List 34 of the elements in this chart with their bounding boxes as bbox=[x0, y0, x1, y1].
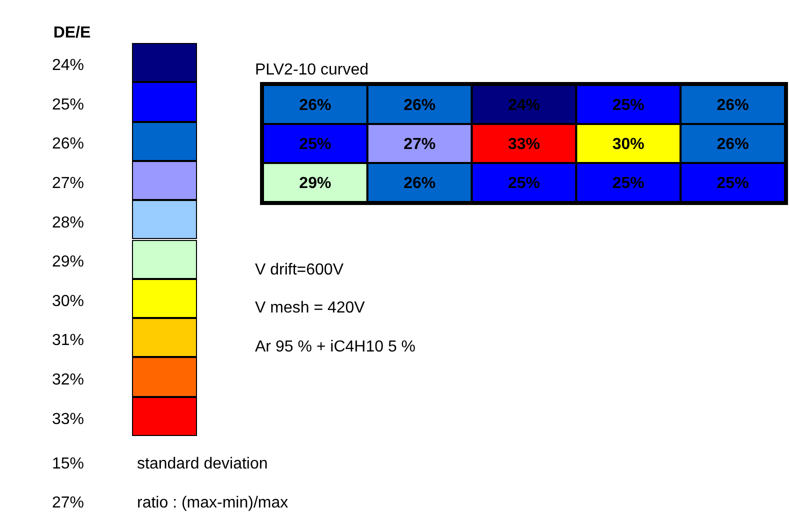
text: V drift=600V bbox=[255, 261, 344, 278]
text: Ar 95 % + iC4H10 5 % bbox=[255, 338, 416, 356]
data-label: 33% bbox=[508, 136, 540, 153]
data-label: 25% bbox=[299, 136, 332, 153]
data-label: 26% bbox=[404, 96, 436, 114]
data-label: 27% bbox=[404, 136, 436, 153]
color-bar-label: 30% bbox=[52, 292, 84, 310]
color-bar-label: 26% bbox=[52, 136, 84, 153]
data-label: 25% bbox=[612, 96, 644, 114]
data-label: 24% bbox=[508, 96, 540, 114]
color-bar-label: 29% bbox=[52, 254, 84, 271]
color-bar-title: DE/E bbox=[53, 24, 91, 42]
text: standard deviation bbox=[137, 455, 268, 472]
text: 27% bbox=[52, 494, 84, 512]
color-bar-label: 24% bbox=[52, 57, 84, 74]
data-label: 26% bbox=[404, 174, 436, 192]
color-bar-label: 31% bbox=[52, 332, 84, 350]
data-label: 29% bbox=[299, 174, 332, 192]
data-label: 26% bbox=[716, 96, 749, 114]
data-label: 25% bbox=[612, 174, 644, 192]
text: 15% bbox=[52, 455, 84, 472]
color-bar-label: 27% bbox=[52, 174, 84, 192]
data-label: 25% bbox=[716, 174, 749, 192]
text: ratio : (max-min)/max bbox=[137, 494, 288, 512]
text: V mesh = 420V bbox=[255, 299, 366, 316]
data-label: 26% bbox=[716, 136, 749, 153]
color-bar-label: 25% bbox=[52, 96, 84, 114]
color-bar-label: 33% bbox=[52, 410, 84, 428]
data-label: 30% bbox=[612, 136, 644, 153]
data-label: 26% bbox=[299, 96, 332, 114]
color-bar-label: 28% bbox=[52, 214, 84, 232]
color-bar-label: 32% bbox=[52, 371, 84, 388]
chart-title: PLV2-10 curved bbox=[255, 61, 369, 78]
data-label: 25% bbox=[508, 174, 540, 192]
